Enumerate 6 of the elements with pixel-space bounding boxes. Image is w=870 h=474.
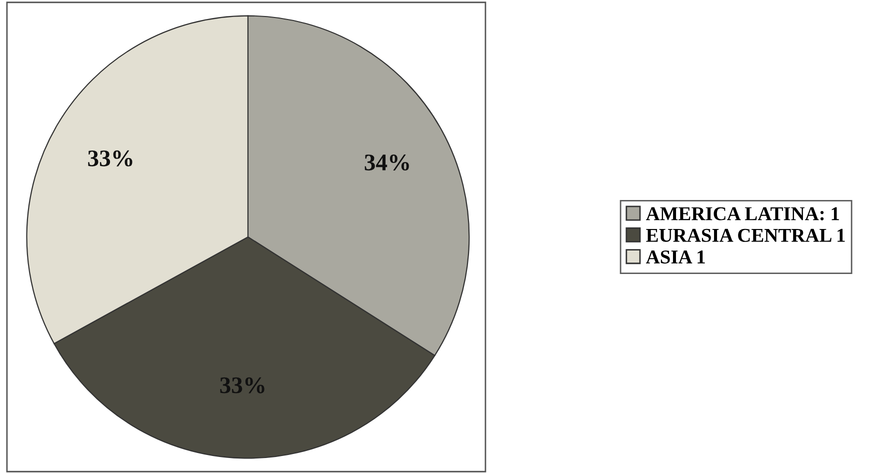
legend-label: AMERICA LATINA: 1 <box>646 207 839 220</box>
legend-label: EURASIA CENTRAL 1 <box>646 228 845 242</box>
legend-label: ASIA 1 <box>646 250 705 264</box>
data-label: 34% <box>364 154 409 171</box>
data-label: 33% <box>88 150 132 166</box>
data-label: 33% <box>220 377 264 394</box>
